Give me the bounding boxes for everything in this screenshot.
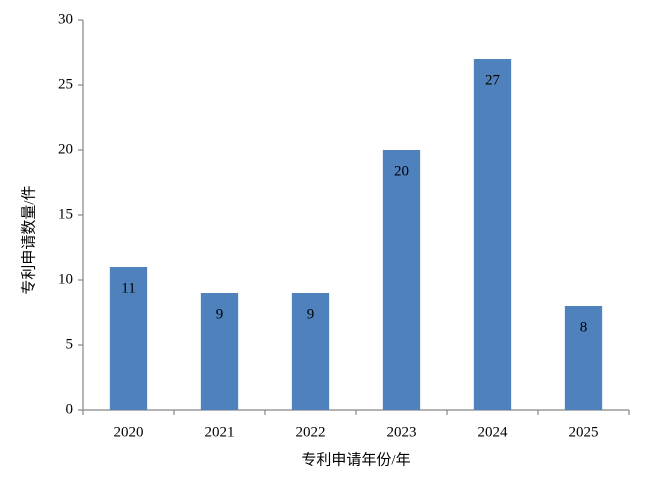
bar: [109, 267, 148, 410]
data-label: 11: [121, 280, 135, 296]
y-axis-label: 专利申请数量/件: [20, 185, 37, 294]
bar: [291, 293, 330, 410]
y-tick-label: 10: [58, 271, 73, 287]
bar: [564, 306, 603, 410]
y-tick-label: 15: [58, 206, 73, 222]
data-label: 27: [485, 72, 501, 88]
y-tick-label: 25: [58, 76, 73, 92]
y-tick-label: 30: [58, 11, 73, 27]
data-label: 20: [394, 163, 409, 179]
y-tick-label: 0: [66, 401, 74, 417]
x-tick-label: 2024: [478, 424, 509, 440]
bar: [473, 59, 512, 410]
x-tick-label: 2020: [114, 424, 144, 440]
x-tick-label: 2025: [569, 424, 599, 440]
x-axis-label: 专利申请年份/年: [301, 451, 410, 468]
x-tick-label: 2023: [387, 424, 417, 440]
x-tick-label: 2022: [296, 424, 326, 440]
bar: [382, 150, 421, 410]
x-tick-label: 2021: [205, 424, 235, 440]
data-label: 8: [580, 319, 588, 335]
data-label: 9: [216, 306, 224, 322]
bar: [200, 293, 239, 410]
data-label: 9: [307, 306, 315, 322]
y-tick-label: 20: [58, 141, 73, 157]
y-tick-label: 5: [66, 336, 74, 352]
